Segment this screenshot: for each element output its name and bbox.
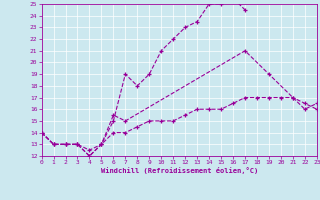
X-axis label: Windchill (Refroidissement éolien,°C): Windchill (Refroidissement éolien,°C) [100,167,258,174]
